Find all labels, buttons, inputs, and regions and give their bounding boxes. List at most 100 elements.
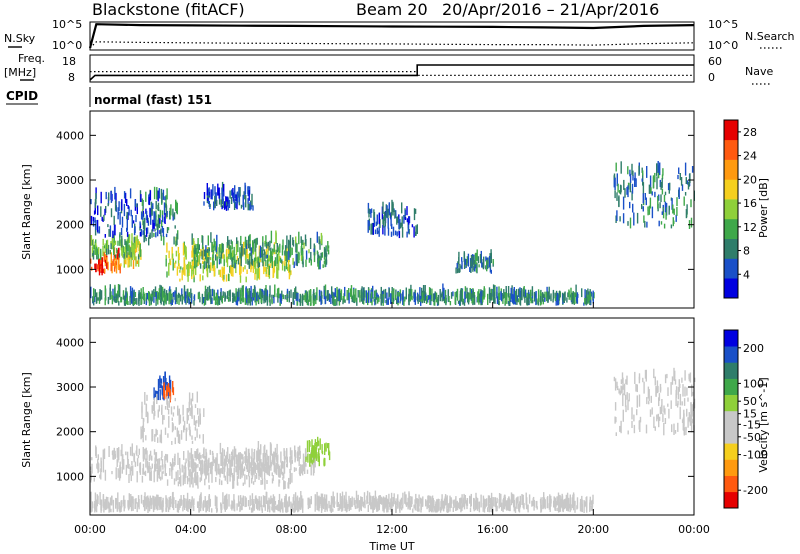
- scatter-cell: [131, 496, 133, 504]
- scatter-cell: [408, 229, 410, 235]
- scatter-cell: [510, 287, 512, 300]
- scatter-cell: [180, 430, 183, 440]
- scatter-cell: [524, 289, 527, 297]
- scatter-cell: [161, 226, 164, 233]
- scatter-cell: [357, 494, 359, 505]
- scatter-cell: [685, 209, 688, 219]
- scatter-cell: [244, 451, 246, 455]
- scatter-cell: [178, 419, 180, 425]
- scatter-cell: [554, 503, 556, 511]
- scatter-cell: [141, 475, 144, 483]
- scatter-cell: [467, 291, 469, 303]
- scatter-cell: [625, 379, 627, 385]
- scatter-cell: [250, 254, 253, 264]
- scatter-cell: [146, 411, 149, 424]
- scatter-cell: [626, 186, 628, 195]
- scatter-cell: [299, 294, 302, 306]
- scatter-cell: [190, 456, 193, 469]
- scatter-cell: [172, 458, 174, 471]
- cpid-value: normal (fast) 151: [94, 93, 212, 107]
- scatter-cell: [281, 503, 284, 508]
- scatter-cell: [202, 235, 204, 249]
- scatter-cell: [268, 255, 270, 262]
- scatter-cell: [148, 291, 150, 301]
- scatter-cell: [162, 414, 164, 425]
- scatter-cell: [482, 259, 484, 269]
- scatter-cell: [242, 456, 244, 465]
- scatter-cell: [100, 206, 102, 217]
- scatter-cell: [549, 494, 551, 506]
- scatter-cell: [504, 292, 506, 305]
- scatter-cell: [265, 260, 267, 267]
- scatter-cell: [421, 287, 423, 300]
- scatter-cell: [622, 393, 624, 407]
- scatter-cell: [293, 501, 295, 506]
- scatter-cell: [479, 254, 482, 263]
- scatter-cell: [256, 455, 259, 469]
- scatter-cell: [199, 408, 201, 416]
- scatter-cell: [248, 506, 251, 510]
- freq-tick-top: 18: [62, 55, 76, 68]
- scatter-cell: [188, 292, 191, 298]
- scatter-cell: [645, 369, 647, 382]
- scatter-cell: [194, 436, 196, 441]
- scatter-cell: [482, 503, 484, 512]
- scatter-cell: [115, 294, 118, 303]
- scatter-cell: [477, 256, 480, 264]
- scatter-cell: [452, 291, 454, 297]
- scatter-cell: [466, 498, 468, 505]
- scatter-cell: [394, 230, 397, 236]
- scatter-cell: [207, 197, 209, 201]
- scatter-cell: [147, 217, 149, 221]
- scatter-cell: [113, 215, 115, 225]
- scatter-cell: [207, 188, 210, 197]
- scatter-cell: [233, 446, 236, 458]
- scatter-cell: [411, 289, 413, 300]
- scatter-cell: [225, 459, 227, 465]
- scatter-cell: [140, 229, 143, 237]
- scatter-cell: [635, 384, 637, 392]
- scatter-cell: [283, 448, 285, 457]
- scatter-cell: [172, 381, 174, 393]
- scatter-cell: [649, 185, 651, 194]
- scatter-cell: [177, 430, 180, 444]
- scatter-cell: [123, 258, 125, 268]
- scatter-cell: [102, 245, 104, 256]
- scatter-cell: [459, 290, 462, 301]
- scatter-cell: [235, 195, 237, 201]
- scatter-cell: [205, 262, 207, 269]
- scatter-cell: [231, 241, 233, 250]
- scatter-cell: [614, 402, 617, 411]
- scatter-cell: [404, 210, 407, 216]
- scatter-cell: [559, 290, 561, 299]
- scatter-cell: [196, 260, 198, 268]
- scatter-cell: [92, 253, 94, 257]
- scatter-cell: [367, 505, 369, 512]
- scatter-cell: [277, 293, 279, 303]
- scatter-cell: [503, 289, 505, 299]
- scatter-cell: [158, 502, 160, 511]
- scatter-cell: [631, 163, 633, 175]
- scatter-cell: [654, 426, 656, 431]
- scatter-cell: [123, 459, 125, 470]
- scatter-cell: [317, 440, 320, 446]
- scatter-cell: [158, 461, 160, 467]
- scatter-cell: [185, 246, 187, 259]
- scatter-cell: [215, 192, 217, 201]
- scatter-cell: [211, 297, 213, 304]
- scatter-cell: [312, 300, 315, 306]
- scatter-cell: [160, 228, 162, 237]
- scatter-cell: [228, 494, 230, 507]
- scatter-cell: [158, 220, 161, 228]
- velocity-colorbar-swatch: [724, 491, 738, 509]
- scatter-cell: [152, 495, 154, 505]
- scatter-cell: [187, 408, 189, 413]
- scatter-cell: [675, 393, 677, 406]
- scatter-cell: [167, 507, 170, 513]
- scatter-cell: [316, 287, 318, 301]
- scatter-cell: [177, 470, 179, 481]
- scatter-cell: [415, 225, 417, 236]
- scatter-cell: [575, 284, 577, 298]
- scatter-cell: [206, 249, 209, 253]
- scatter-cell: [636, 212, 639, 224]
